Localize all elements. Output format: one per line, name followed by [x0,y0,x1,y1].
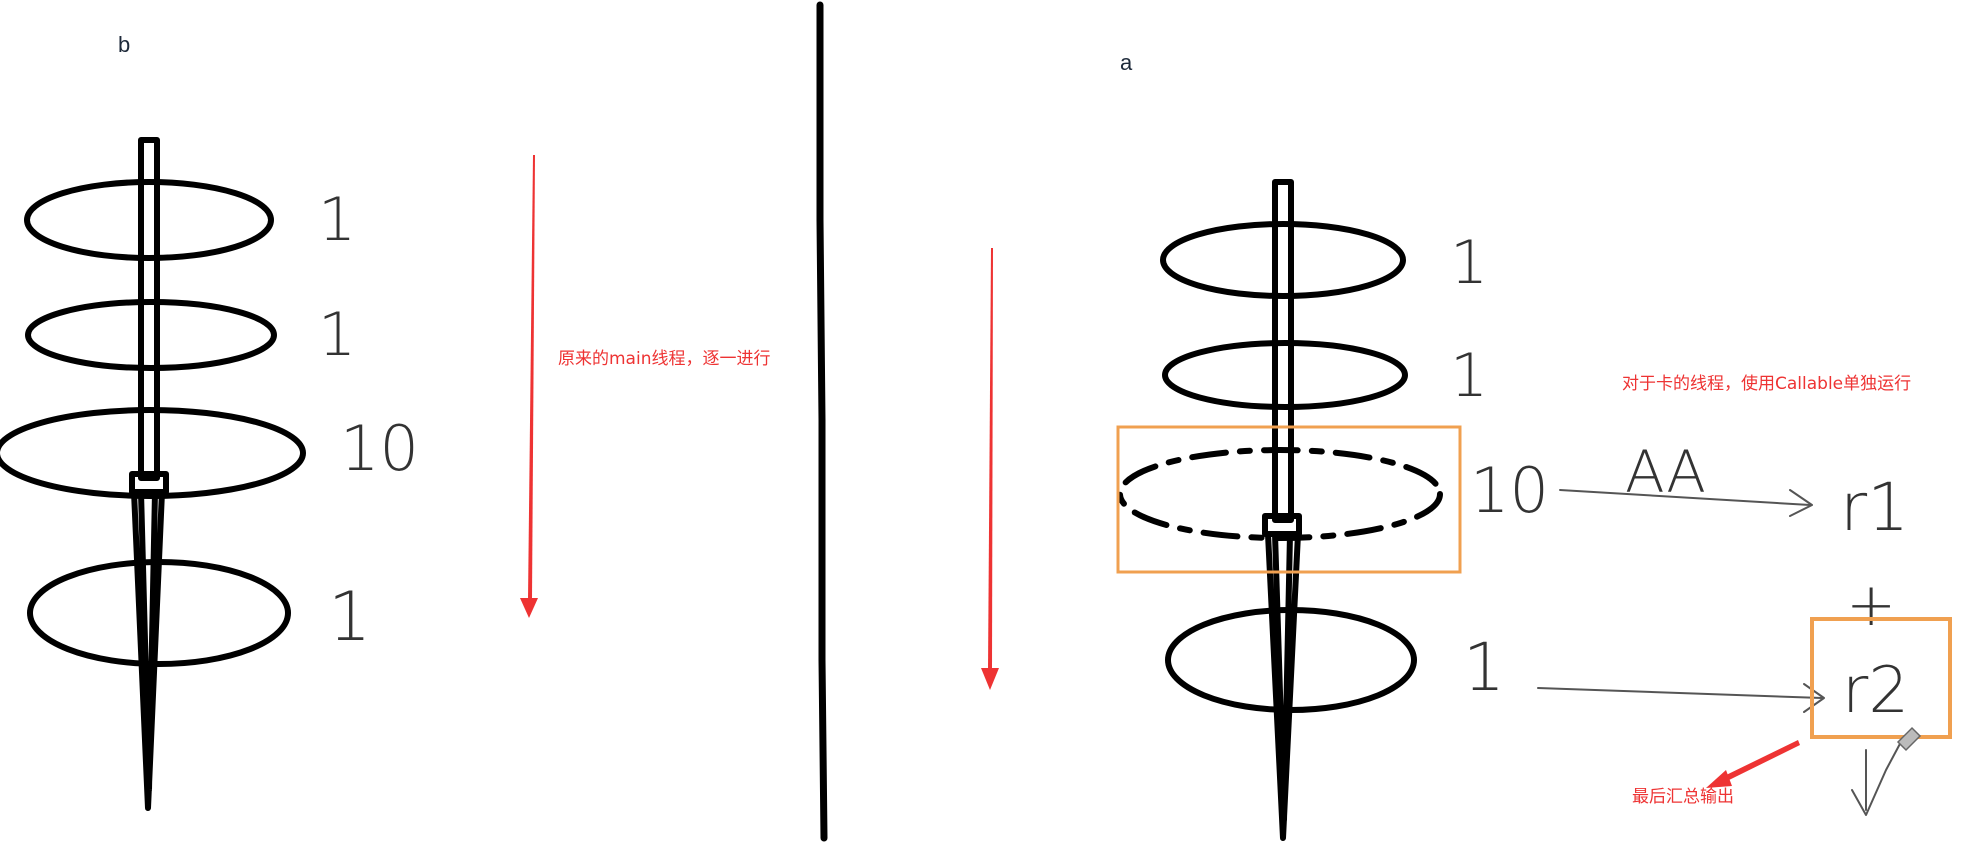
callable-arrow-line [1559,489,1811,506]
skewer-b-rod [138,137,160,481]
mark-a-4: 1 [1463,629,1505,706]
mark-a-1: 1 [1450,228,1488,298]
mark-b-2: 1 [318,300,356,370]
result-r1: r1 [1840,469,1909,546]
stuck-thread-highlight [1116,425,1462,574]
skewer-b [129,137,169,811]
ring-a-4 [1165,607,1417,713]
ring-b-1 [24,179,274,261]
mark-b-1: 1 [318,185,356,255]
panel-divider [816,1,828,842]
summary-highlight [1810,617,1952,739]
summary-pointer-line [1720,740,1800,783]
ring-b-3 [0,407,306,499]
label-aa: AA [1625,438,1706,506]
mark-b-3: 10 [340,412,419,485]
skewer-a-collar [1262,513,1302,537]
mark-a-2: 1 [1450,341,1488,411]
panel-a-label: a [1120,50,1133,75]
flow-arrow-b [520,155,538,618]
note-callable: 对于卡的线程，使用Callable单独运行 [1622,373,1911,394]
skewer-b-collar [129,471,169,495]
flow-arrow-a-shaft [988,248,993,670]
result-r2: r2 [1842,654,1909,728]
flow-arrow-a [981,248,999,690]
panel-b: b 1 1 10 1 原来的main线程，逐一进行 [0,32,770,811]
skewer-a-tip [1265,531,1301,841]
ring-b-2 [25,299,277,371]
ring-b-4 [27,559,291,667]
flow-arrow-b-head [520,598,538,618]
ring-a-1 [1160,221,1406,299]
flow-arrow-b-shaft [528,155,535,600]
plus-sign: + [1846,570,1896,640]
flow-arrow-a-head [981,668,999,690]
pencil-icon [1896,726,1922,752]
panel-a: a 1 1 10 1 对于卡的线程，使用Callable单独运行 [981,50,1952,841]
panel-b-label: b [118,32,130,57]
ring-a-3-stuck [1117,447,1443,541]
callable-arrow [1559,489,1813,517]
skewer-b-tip [131,489,165,811]
callable-arrow-head [1789,489,1813,517]
mark-b-4: 1 [328,578,371,657]
skewer-a [1262,179,1302,841]
ring-a-2 [1162,340,1408,410]
summary-pointer-head [1706,770,1732,788]
output-arrow-head [1851,739,1903,816]
summary-pointer [1706,740,1800,788]
output-arrow [1851,726,1922,816]
note-main-thread: 原来的main线程，逐一进行 [558,349,770,369]
mark-a-3: 10 [1470,454,1549,527]
note-summary: 最后汇总输出 [1632,787,1734,807]
direct-arrow-line [1537,687,1823,699]
skewer-a-rod [1272,179,1294,523]
direct-arrow [1537,683,1825,713]
